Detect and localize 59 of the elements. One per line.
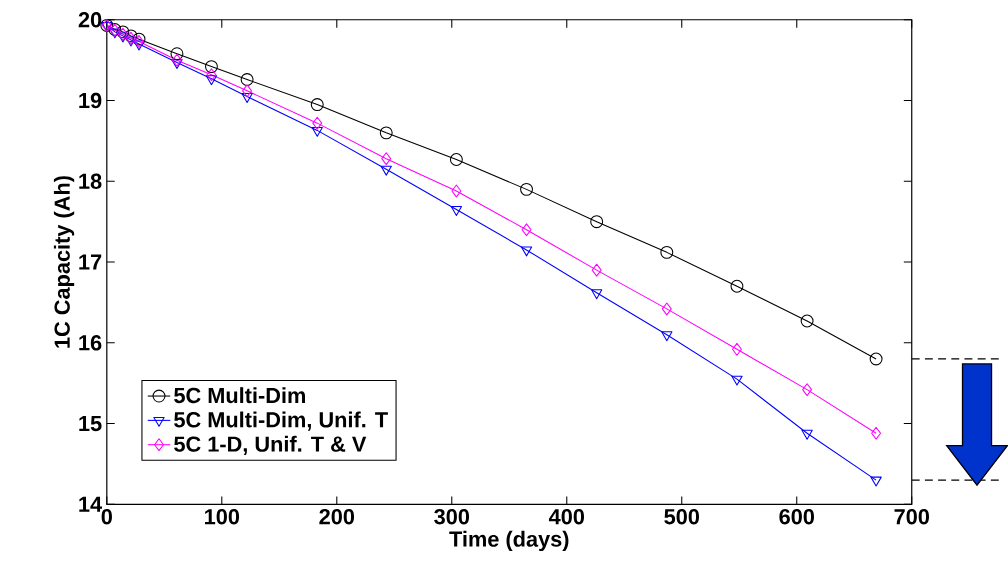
point bbox=[171, 58, 183, 69]
y-tick-label: 16 bbox=[79, 334, 102, 351]
x-tick-label: 500 bbox=[664, 508, 700, 525]
point bbox=[449, 152, 463, 166]
point bbox=[870, 476, 882, 487]
point bbox=[379, 126, 393, 140]
point bbox=[240, 72, 254, 86]
point bbox=[125, 36, 137, 47]
point bbox=[800, 314, 814, 328]
point bbox=[205, 75, 218, 85]
point bbox=[590, 215, 604, 228]
legend-label: 5C 1-D, Unif. T & V bbox=[174, 435, 367, 455]
point bbox=[381, 152, 392, 165]
legend-label: 5C Multi-Dim bbox=[174, 386, 305, 403]
point bbox=[731, 342, 742, 356]
point bbox=[521, 223, 532, 237]
point bbox=[109, 28, 121, 39]
y-tick-label: 19 bbox=[79, 92, 102, 109]
point bbox=[730, 279, 744, 293]
point bbox=[117, 32, 129, 43]
point bbox=[380, 165, 392, 176]
y-axis-title: 1C Capacity (Ah) bbox=[53, 175, 75, 348]
legend-label: 5C Multi-Dim, Unif. T bbox=[174, 411, 388, 431]
point bbox=[450, 205, 463, 216]
point bbox=[802, 382, 813, 396]
x-tick-label: 700 bbox=[894, 508, 929, 525]
point bbox=[451, 184, 462, 198]
point bbox=[520, 182, 533, 196]
point bbox=[204, 59, 218, 73]
point bbox=[731, 375, 743, 386]
point bbox=[660, 245, 674, 259]
point bbox=[801, 429, 813, 440]
point bbox=[242, 84, 253, 98]
point bbox=[206, 68, 217, 81]
x-tick-label: 400 bbox=[548, 508, 585, 525]
x-tick-label: 200 bbox=[319, 508, 355, 525]
point bbox=[310, 97, 324, 111]
x-tick-label: 600 bbox=[779, 508, 814, 525]
point bbox=[591, 263, 602, 277]
point bbox=[312, 116, 323, 130]
y-tick-label: 20 bbox=[78, 11, 102, 28]
x-tick-label: 0 bbox=[101, 508, 112, 525]
y-tick-label: 17 bbox=[79, 254, 102, 270]
x-tick-label: 100 bbox=[205, 508, 240, 525]
point bbox=[661, 302, 672, 316]
x-axis-title: Time (days) bbox=[449, 530, 569, 551]
y-tick-label: 15 bbox=[79, 415, 102, 431]
x-tick-label: 300 bbox=[434, 508, 470, 525]
point bbox=[311, 126, 323, 137]
y-tick-label: 14 bbox=[79, 496, 103, 512]
point bbox=[171, 53, 182, 67]
point bbox=[871, 426, 882, 440]
point bbox=[591, 289, 603, 299]
point bbox=[520, 246, 533, 257]
y-tick-label: 18 bbox=[79, 173, 102, 189]
point bbox=[869, 352, 883, 366]
point bbox=[133, 40, 145, 51]
point bbox=[241, 92, 253, 103]
point bbox=[661, 331, 673, 341]
